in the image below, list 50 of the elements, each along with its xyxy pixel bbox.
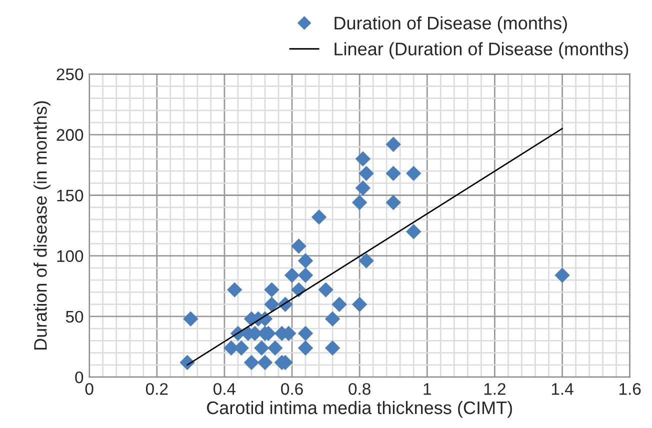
x-tick-label: 0.6 — [281, 383, 303, 395]
point — [332, 296, 347, 312]
y-tick-label: 150 — [57, 190, 84, 202]
y-tick-label: 250 — [56, 68, 84, 80]
point — [355, 151, 371, 166]
point — [358, 166, 374, 182]
point — [244, 354, 260, 370]
x-tick-label: 0 — [85, 383, 94, 395]
point — [311, 209, 327, 225]
point — [298, 340, 314, 356]
x-tick-label: 1.6 — [620, 383, 641, 395]
point — [298, 326, 314, 342]
point — [183, 311, 198, 326]
x-tick-label: 1.2 — [484, 383, 506, 395]
x-tick-label: 1 — [424, 383, 431, 395]
point — [554, 268, 570, 283]
point — [254, 340, 270, 356]
point — [291, 238, 306, 254]
point — [268, 340, 283, 356]
y-tick-label: 100 — [57, 250, 84, 262]
point — [352, 296, 368, 312]
y-tick-label: 50 — [66, 310, 84, 323]
point — [324, 340, 340, 356]
legend-label: Linear (Duration of Disease (months) — [334, 42, 628, 59]
point — [358, 253, 374, 268]
point — [355, 180, 371, 196]
point — [318, 282, 334, 298]
x-tick-label: 1.4 — [552, 383, 574, 395]
point — [386, 136, 401, 152]
legend-label: Duration of Disease (months) — [334, 16, 567, 34]
y-tick-label: 0 — [75, 371, 84, 384]
point — [352, 194, 368, 210]
point — [264, 282, 280, 298]
y-tick-label: 200 — [56, 129, 84, 141]
point — [264, 296, 280, 312]
x-tick-label: 0.4 — [214, 383, 236, 395]
point — [324, 311, 340, 326]
point — [298, 253, 314, 268]
point — [284, 268, 300, 283]
point — [226, 282, 242, 298]
x-tick-label: 0.8 — [348, 383, 370, 395]
point — [386, 194, 401, 210]
x-tick-label: 0.2 — [146, 383, 168, 395]
point — [257, 354, 273, 370]
point — [298, 268, 314, 283]
point — [386, 166, 401, 182]
point — [406, 166, 422, 182]
y-axis-title: Duration of disease (in months) — [34, 101, 50, 350]
x-axis-title: Carotid intima media thickness (CIMT) — [206, 400, 512, 418]
point — [406, 224, 422, 240]
